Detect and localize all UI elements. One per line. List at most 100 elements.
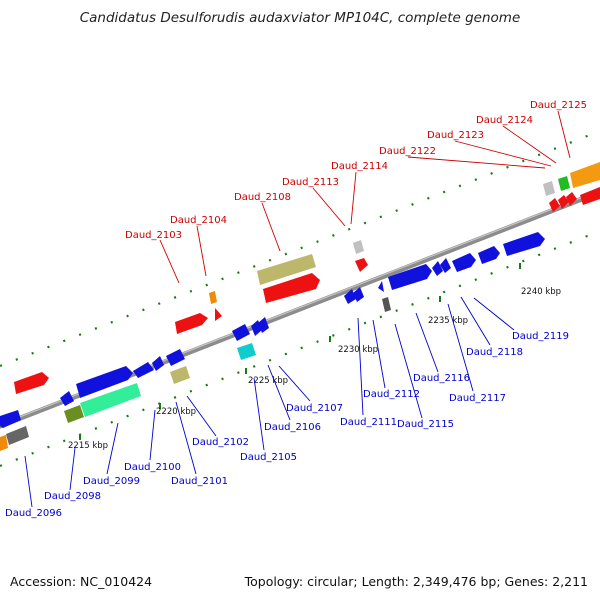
accession-text: Accession: NC_010424: [10, 574, 153, 589]
gene-block-dimgray[interactable]: [382, 297, 391, 312]
gene-block-blue[interactable]: [0, 410, 21, 428]
callout-line: [394, 323, 423, 419]
gene-label-daud-2125[interactable]: Daud_2125: [530, 100, 587, 111]
gene-block-olive[interactable]: [64, 405, 84, 423]
callouts-upper: [159, 110, 571, 284]
gene-block-khaki[interactable]: [257, 254, 316, 285]
gene-block-cyan[interactable]: [237, 343, 256, 360]
gene-label-daud-2096[interactable]: Daud_2096: [5, 508, 62, 519]
gene-block-gray[interactable]: [353, 240, 364, 254]
gene-label-daud-2114[interactable]: Daud_2114: [331, 161, 388, 172]
gene-label-daud-2123[interactable]: Daud_2123: [427, 130, 484, 141]
tick-label-2225: 2225 kbp: [248, 376, 288, 386]
gene-arrow-red[interactable]: [566, 192, 577, 206]
callout-line: [312, 187, 346, 227]
gene-block-blue[interactable]: [503, 232, 545, 256]
gene-arrow-red[interactable]: [558, 195, 569, 209]
gene-label-daud-2117[interactable]: Daud_2117: [449, 393, 506, 404]
gene-block-dimgray[interactable]: [6, 426, 29, 445]
callout-line: [447, 303, 474, 392]
tick-label-2235: 2235 kbp: [428, 316, 468, 326]
tick-label-2215: 2215 kbp: [68, 441, 108, 451]
callout-line: [502, 125, 557, 164]
reverse-genes: [0, 232, 545, 451]
labels-lower: Daud_2096 Daud_2098 Daud_2099 Daud_2100 …: [5, 331, 569, 519]
forward-genes: [14, 162, 600, 394]
gene-label-daud-2098[interactable]: Daud_2098: [44, 491, 101, 502]
callout-line: [149, 409, 156, 461]
tick-label-2220: 2220 kbp: [156, 407, 196, 417]
gene-label-daud-2102[interactable]: Daud_2102: [192, 437, 249, 448]
gene-block-red[interactable]: [580, 187, 600, 205]
gene-label-daud-2116[interactable]: Daud_2116: [413, 373, 470, 384]
gene-block-spring[interactable]: [80, 383, 141, 417]
gene-block-red[interactable]: [14, 372, 49, 394]
gene-arrow-blue[interactable]: [432, 261, 443, 276]
callout-line: [24, 455, 33, 508]
gene-label-daud-2107[interactable]: Daud_2107: [286, 403, 343, 414]
gene-arrow-blue[interactable]: [166, 349, 185, 366]
map-title: Candidatus Desulforudis audaxviator MP10…: [79, 10, 521, 26]
callout-line: [196, 225, 207, 277]
gene-block-gray[interactable]: [543, 181, 555, 196]
tick-label-2240: 2240 kbp: [521, 287, 561, 297]
gene-label-daud-2105[interactable]: Daud_2105: [240, 452, 297, 463]
gene-arrow-blue[interactable]: [440, 258, 451, 273]
gene-label-daud-2113[interactable]: Daud_2113: [282, 177, 339, 188]
gene-label-daud-2104[interactable]: Daud_2104: [170, 215, 227, 226]
callout-line: [350, 171, 357, 225]
gene-block-orange[interactable]: [570, 162, 600, 188]
gene-label-daud-2111[interactable]: Daud_2111: [340, 417, 397, 428]
gene-arrow-red[interactable]: [215, 308, 222, 321]
gene-arrow-blue[interactable]: [232, 324, 250, 341]
callout-line: [186, 395, 217, 437]
gene-label-daud-2100[interactable]: Daud_2100: [124, 462, 181, 473]
gene-arrow-red[interactable]: [549, 198, 560, 212]
callout-line: [557, 110, 571, 159]
callout-line: [357, 317, 364, 416]
gene-label-daud-2101[interactable]: Daud_2101: [171, 476, 228, 487]
gene-arrow-blue[interactable]: [258, 317, 269, 333]
callout-line: [454, 140, 552, 167]
callout-line: [407, 156, 546, 169]
callout-line: [415, 312, 439, 373]
gene-arrow-blue[interactable]: [378, 281, 384, 292]
gene-block-red[interactable]: [175, 313, 208, 334]
gene-label-daud-2103[interactable]: Daud_2103: [125, 230, 182, 241]
callout-line: [253, 377, 265, 451]
callout-line: [460, 296, 491, 346]
gene-label-daud-2108[interactable]: Daud_2108: [234, 192, 291, 203]
gene-block-blue[interactable]: [452, 253, 476, 272]
gene-block-khaki[interactable]: [170, 366, 190, 384]
gene-label-daud-2106[interactable]: Daud_2106: [264, 422, 321, 433]
callout-line: [175, 401, 197, 475]
gene-arrow-blue[interactable]: [344, 289, 356, 304]
gene-label-daud-2124[interactable]: Daud_2124: [476, 115, 533, 126]
gene-arrow-blue[interactable]: [353, 287, 364, 302]
gene-label-daud-2115[interactable]: Daud_2115: [397, 419, 454, 430]
topology-text: Topology: circular; Length: 2,349,476 bp…: [244, 574, 588, 589]
gene-arrow-blue[interactable]: [152, 356, 164, 371]
callout-line: [278, 365, 311, 402]
gene-label-daud-2099[interactable]: Daud_2099: [83, 476, 140, 487]
gene-label-daud-2118[interactable]: Daud_2118: [466, 347, 523, 358]
callout-line: [106, 422, 119, 475]
gene-block-orange[interactable]: [0, 435, 8, 451]
gene-block-blue[interactable]: [388, 264, 432, 290]
callout-line: [261, 202, 281, 252]
gene-label-daud-2122[interactable]: Daud_2122: [379, 146, 436, 157]
gene-block-green[interactable]: [558, 176, 570, 191]
callouts-lower: [24, 296, 515, 508]
tick-label-2230: 2230 kbp: [338, 345, 378, 355]
gene-label-daud-2112[interactable]: Daud_2112: [363, 389, 420, 400]
gene-label-daud-2119[interactable]: Daud_2119: [512, 331, 569, 342]
gene-arrow-blue[interactable]: [133, 362, 154, 378]
gene-block-red[interactable]: [263, 273, 320, 303]
gene-block-blue[interactable]: [76, 366, 133, 398]
gene-block-blue[interactable]: [478, 246, 500, 264]
tick-marks: [79, 263, 521, 440]
gene-block-orange[interactable]: [209, 291, 217, 304]
gene-arrow-blue[interactable]: [60, 391, 74, 406]
gene-arrow-red[interactable]: [355, 258, 368, 272]
